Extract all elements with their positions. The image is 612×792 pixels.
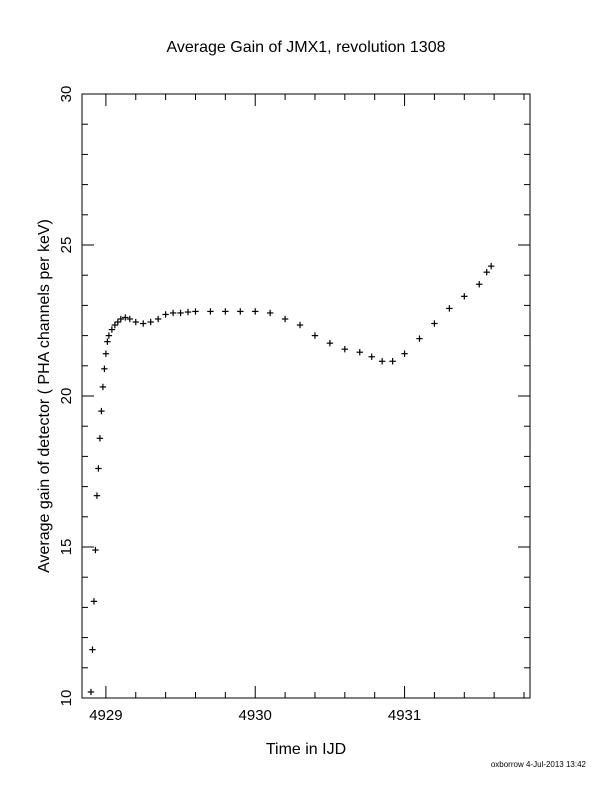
- data-point: [169, 309, 177, 317]
- data-point: [237, 308, 244, 315]
- data-point: [266, 309, 274, 317]
- data-point: [416, 335, 423, 342]
- data-point: [87, 688, 95, 696]
- data-point: [95, 465, 102, 472]
- y-tick-label: 25: [58, 237, 75, 254]
- y-tick-label: 20: [58, 388, 75, 405]
- data-point: [162, 311, 169, 318]
- x-tick-label: 4929: [89, 707, 122, 724]
- data-point: [117, 315, 125, 323]
- x-axis-ticks: 4929 4930 4931: [89, 94, 525, 724]
- data-point: [207, 308, 214, 315]
- y-axis-label: Average gain of detector ( PHA channels …: [36, 219, 53, 573]
- data-point: [154, 315, 162, 323]
- data-point: [461, 293, 468, 300]
- data-point: [108, 326, 116, 333]
- data-point: [89, 646, 96, 653]
- data-point: [296, 321, 304, 329]
- data-point: [431, 320, 438, 327]
- data-point: [389, 358, 396, 365]
- data-point: [90, 598, 98, 605]
- data-point: [401, 350, 408, 357]
- data-point: [101, 365, 108, 373]
- data-point: [140, 320, 147, 327]
- data-point: [378, 358, 386, 365]
- data-point: [476, 281, 483, 288]
- data-point: [126, 315, 133, 323]
- data-point: [104, 338, 111, 345]
- x-tick-label: 4931: [388, 707, 421, 724]
- data-point: [252, 308, 259, 315]
- data-point: [184, 308, 192, 316]
- y-tick-label: 15: [58, 539, 75, 556]
- data-point: [105, 332, 113, 339]
- data-point: [341, 345, 349, 353]
- footer-stamp: oxborrow 4-Jul-2013 13:42: [491, 760, 587, 769]
- data-point: [92, 546, 99, 554]
- plot-frame: [81, 93, 531, 699]
- data-point: [96, 435, 104, 442]
- data-point: [487, 262, 495, 270]
- data-point: [99, 383, 107, 391]
- data-point: [222, 308, 229, 315]
- data-point: [93, 492, 101, 499]
- y-tick-label: 30: [58, 86, 75, 103]
- data-point: [192, 308, 199, 315]
- chart-title: Average Gain of JMX1, revolution 1308: [167, 39, 446, 56]
- data-point: [102, 350, 110, 357]
- data-point: [132, 318, 139, 326]
- data-point: [281, 315, 289, 323]
- data-point: [147, 318, 154, 326]
- data-point: [98, 407, 105, 415]
- y-axis-ticks: 10 15 20 25 30: [58, 86, 530, 707]
- y-tick-label: 10: [58, 690, 75, 707]
- data-series: [87, 262, 495, 696]
- data-point: [326, 339, 334, 347]
- data-point: [368, 353, 375, 360]
- x-tick-label: 4930: [239, 707, 272, 724]
- data-point: [311, 332, 319, 339]
- x-axis-label: Time in IJD: [266, 741, 346, 758]
- data-point: [122, 314, 129, 321]
- data-point: [177, 309, 184, 317]
- data-point: [114, 318, 122, 326]
- data-point: [356, 349, 363, 356]
- data-point: [111, 321, 119, 329]
- data-point: [446, 305, 453, 312]
- data-point: [483, 268, 490, 276]
